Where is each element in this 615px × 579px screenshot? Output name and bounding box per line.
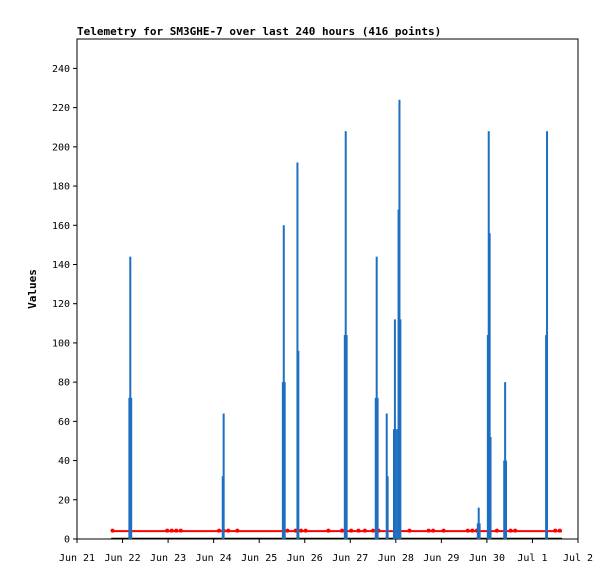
x-tick-label: Jun 30 — [469, 553, 505, 564]
x-axis: Jun 21 Jun 22 Jun 23 Jun 24 Jun 25 Jun 26 Jun … — [59, 539, 593, 564]
x-tick-label: Jun 28 — [378, 553, 414, 564]
series-marker — [356, 528, 361, 533]
series-marker — [285, 528, 290, 533]
series-marker — [426, 528, 431, 533]
bar — [488, 233, 491, 539]
plot-frame — [76, 38, 579, 540]
x-tick-label: Jun 29 — [423, 553, 459, 564]
bar — [385, 413, 388, 539]
x-tick-label: Jul 1 — [517, 553, 547, 564]
y-tick-label: 140 — [52, 260, 70, 271]
x-tick-label: Jun 25 — [241, 553, 277, 564]
series-marker — [299, 528, 304, 533]
bar — [546, 131, 549, 539]
y-axis: 0 20 40 60 80 100 120 140 160 180 200 220 240 — [52, 64, 77, 546]
bar — [489, 437, 492, 539]
series-marker — [326, 528, 331, 533]
plot-marks — [110, 99, 563, 540]
y-tick-label: 160 — [52, 221, 70, 232]
bar — [297, 350, 300, 539]
series-marker — [178, 528, 183, 533]
bar — [478, 523, 481, 539]
y-tick-label: 220 — [52, 103, 70, 114]
series-marker — [513, 528, 518, 533]
y-tick-label: 60 — [58, 417, 70, 428]
series-marker — [553, 528, 558, 533]
series-marker — [441, 528, 446, 533]
series-marker — [110, 528, 115, 533]
series-marker — [494, 528, 499, 533]
x-tick-label: Jun 24 — [196, 553, 232, 564]
series-marker — [508, 528, 513, 533]
series-marker — [431, 528, 436, 533]
y-tick-label: 20 — [58, 495, 70, 506]
series-marker — [557, 528, 562, 533]
series-marker — [362, 528, 367, 533]
series-marker — [174, 528, 179, 533]
series-marker — [371, 528, 376, 533]
y-tick-label: 100 — [52, 338, 70, 349]
bar — [399, 319, 402, 539]
x-tick-label: Jun 22 — [104, 553, 140, 564]
bar — [222, 413, 225, 539]
series-marker — [340, 528, 345, 533]
y-axis-label: Values — [26, 269, 39, 309]
y-tick-label: 240 — [52, 64, 70, 75]
y-tick-label: 0 — [64, 535, 70, 546]
bar — [394, 429, 397, 539]
series-marker — [165, 528, 170, 533]
series-marker — [217, 528, 222, 533]
y-tick-label: 80 — [58, 378, 70, 389]
series-marker — [169, 528, 174, 533]
x-tick-label: Jul 2 — [563, 553, 593, 564]
bar — [130, 397, 133, 539]
series-marker — [303, 528, 308, 533]
series-marker — [226, 528, 231, 533]
chart-title: Telemetry for SM3GHE-7 over last 240 hou… — [77, 25, 441, 38]
y-tick-label: 200 — [52, 142, 70, 153]
series-marker — [407, 528, 412, 533]
x-tick-label: Jun 21 — [59, 553, 95, 564]
bar — [505, 460, 508, 539]
series-marker — [465, 528, 470, 533]
x-tick-label: Jun 27 — [332, 553, 368, 564]
y-tick-label: 40 — [58, 456, 70, 467]
y-tick-label: 120 — [52, 299, 70, 310]
series-marker — [349, 528, 354, 533]
bar — [345, 335, 348, 539]
series-marker — [235, 528, 240, 533]
x-tick-label: Jun 26 — [287, 553, 323, 564]
bar — [376, 397, 379, 539]
y-tick-label: 180 — [52, 182, 70, 193]
bar — [283, 382, 286, 539]
bar — [386, 476, 389, 539]
x-tick-label: Jun 23 — [150, 553, 186, 564]
series-marker — [470, 528, 475, 533]
